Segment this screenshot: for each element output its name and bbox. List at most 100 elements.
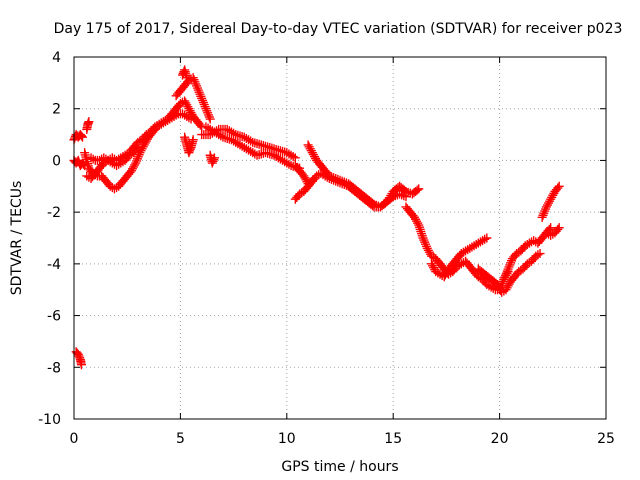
data-point [202, 106, 212, 116]
data-point [418, 233, 428, 243]
data-point [506, 258, 516, 268]
data-point [503, 281, 513, 291]
data-point [132, 154, 142, 164]
data-point [186, 108, 196, 118]
data-point [501, 270, 511, 280]
data-point [184, 104, 194, 114]
data-point [544, 198, 554, 208]
data-point [192, 81, 202, 91]
data-point [546, 194, 556, 204]
data-point [546, 223, 556, 233]
data-point [229, 128, 239, 138]
data-point [299, 171, 309, 181]
data-point [548, 190, 558, 200]
y-tick-label: -8 [47, 360, 61, 376]
data-point [133, 143, 143, 152]
data-point [284, 159, 294, 169]
data-point [201, 104, 211, 114]
data-point [553, 224, 563, 234]
data-point [195, 89, 205, 99]
data-point [326, 172, 336, 182]
data-point [504, 262, 514, 272]
data-point [414, 184, 424, 194]
data-point [554, 181, 564, 191]
y-tick-label: -6 [47, 309, 61, 325]
data-point [246, 136, 256, 146]
data-point [128, 164, 138, 174]
chart-title: Day 175 of 2017, Sidereal Day-to-day VTE… [54, 21, 623, 37]
data-point [139, 140, 149, 150]
data-point [190, 77, 200, 87]
data-point [216, 131, 226, 141]
x-tick-label: 25 [597, 431, 615, 447]
data-point [367, 198, 377, 208]
data-point [423, 245, 433, 255]
data-point [129, 162, 139, 172]
data-point [401, 186, 411, 196]
data-point [300, 173, 310, 183]
data-point [417, 231, 427, 241]
data-point [333, 174, 343, 184]
data-point [337, 176, 347, 186]
data-point [492, 280, 502, 290]
data-point [422, 243, 432, 253]
data-point [335, 175, 345, 185]
data-point [203, 110, 213, 120]
data-point [307, 176, 317, 186]
data-point [88, 154, 98, 164]
data-point [441, 268, 451, 278]
data-point [439, 272, 449, 282]
data-point [341, 178, 351, 188]
data-point [306, 178, 316, 188]
data-point [420, 237, 430, 247]
data-point [197, 93, 207, 103]
data-point [188, 135, 198, 145]
data-point [428, 261, 438, 271]
y-tick-labels: -10 -8 -6 -4 -2 0 2 4 [38, 50, 61, 428]
data-point [507, 256, 517, 266]
data-point [411, 214, 421, 224]
data-point [414, 222, 424, 232]
data-point [180, 96, 190, 106]
data-point [181, 98, 191, 108]
y-tick-label: -4 [47, 257, 61, 273]
data-point [329, 173, 339, 183]
data-point [539, 208, 549, 218]
data-point [440, 270, 450, 280]
x-tick-label: 15 [384, 431, 402, 447]
data-point [78, 132, 88, 142]
data-point [421, 239, 431, 249]
data-point [482, 233, 492, 243]
data-point [204, 112, 214, 122]
x-tick-label: 0 [70, 431, 79, 447]
data-points [69, 65, 564, 370]
data-point [502, 266, 512, 276]
data-point [494, 281, 504, 291]
data-point [132, 156, 142, 166]
x-tick-label: 20 [491, 431, 509, 447]
data-point [200, 102, 210, 112]
data-point [198, 95, 208, 105]
data-point [205, 114, 215, 124]
data-point [499, 274, 509, 284]
data-point [189, 75, 199, 85]
data-point [540, 206, 550, 216]
data-point [416, 227, 426, 237]
data-point [305, 144, 315, 154]
x-axis-label: GPS time / hours [281, 459, 398, 475]
data-point [126, 166, 136, 176]
data-point [131, 158, 141, 168]
data-point [538, 210, 548, 220]
data-point [554, 223, 564, 233]
data-point [500, 272, 510, 282]
data-point [421, 241, 431, 251]
data-point [541, 202, 551, 212]
data-point [199, 100, 209, 110]
data-point [304, 142, 314, 152]
data-point [193, 85, 203, 95]
data-point [303, 140, 313, 150]
data-point [196, 91, 206, 101]
data-point [203, 108, 213, 118]
data-point [480, 234, 490, 244]
